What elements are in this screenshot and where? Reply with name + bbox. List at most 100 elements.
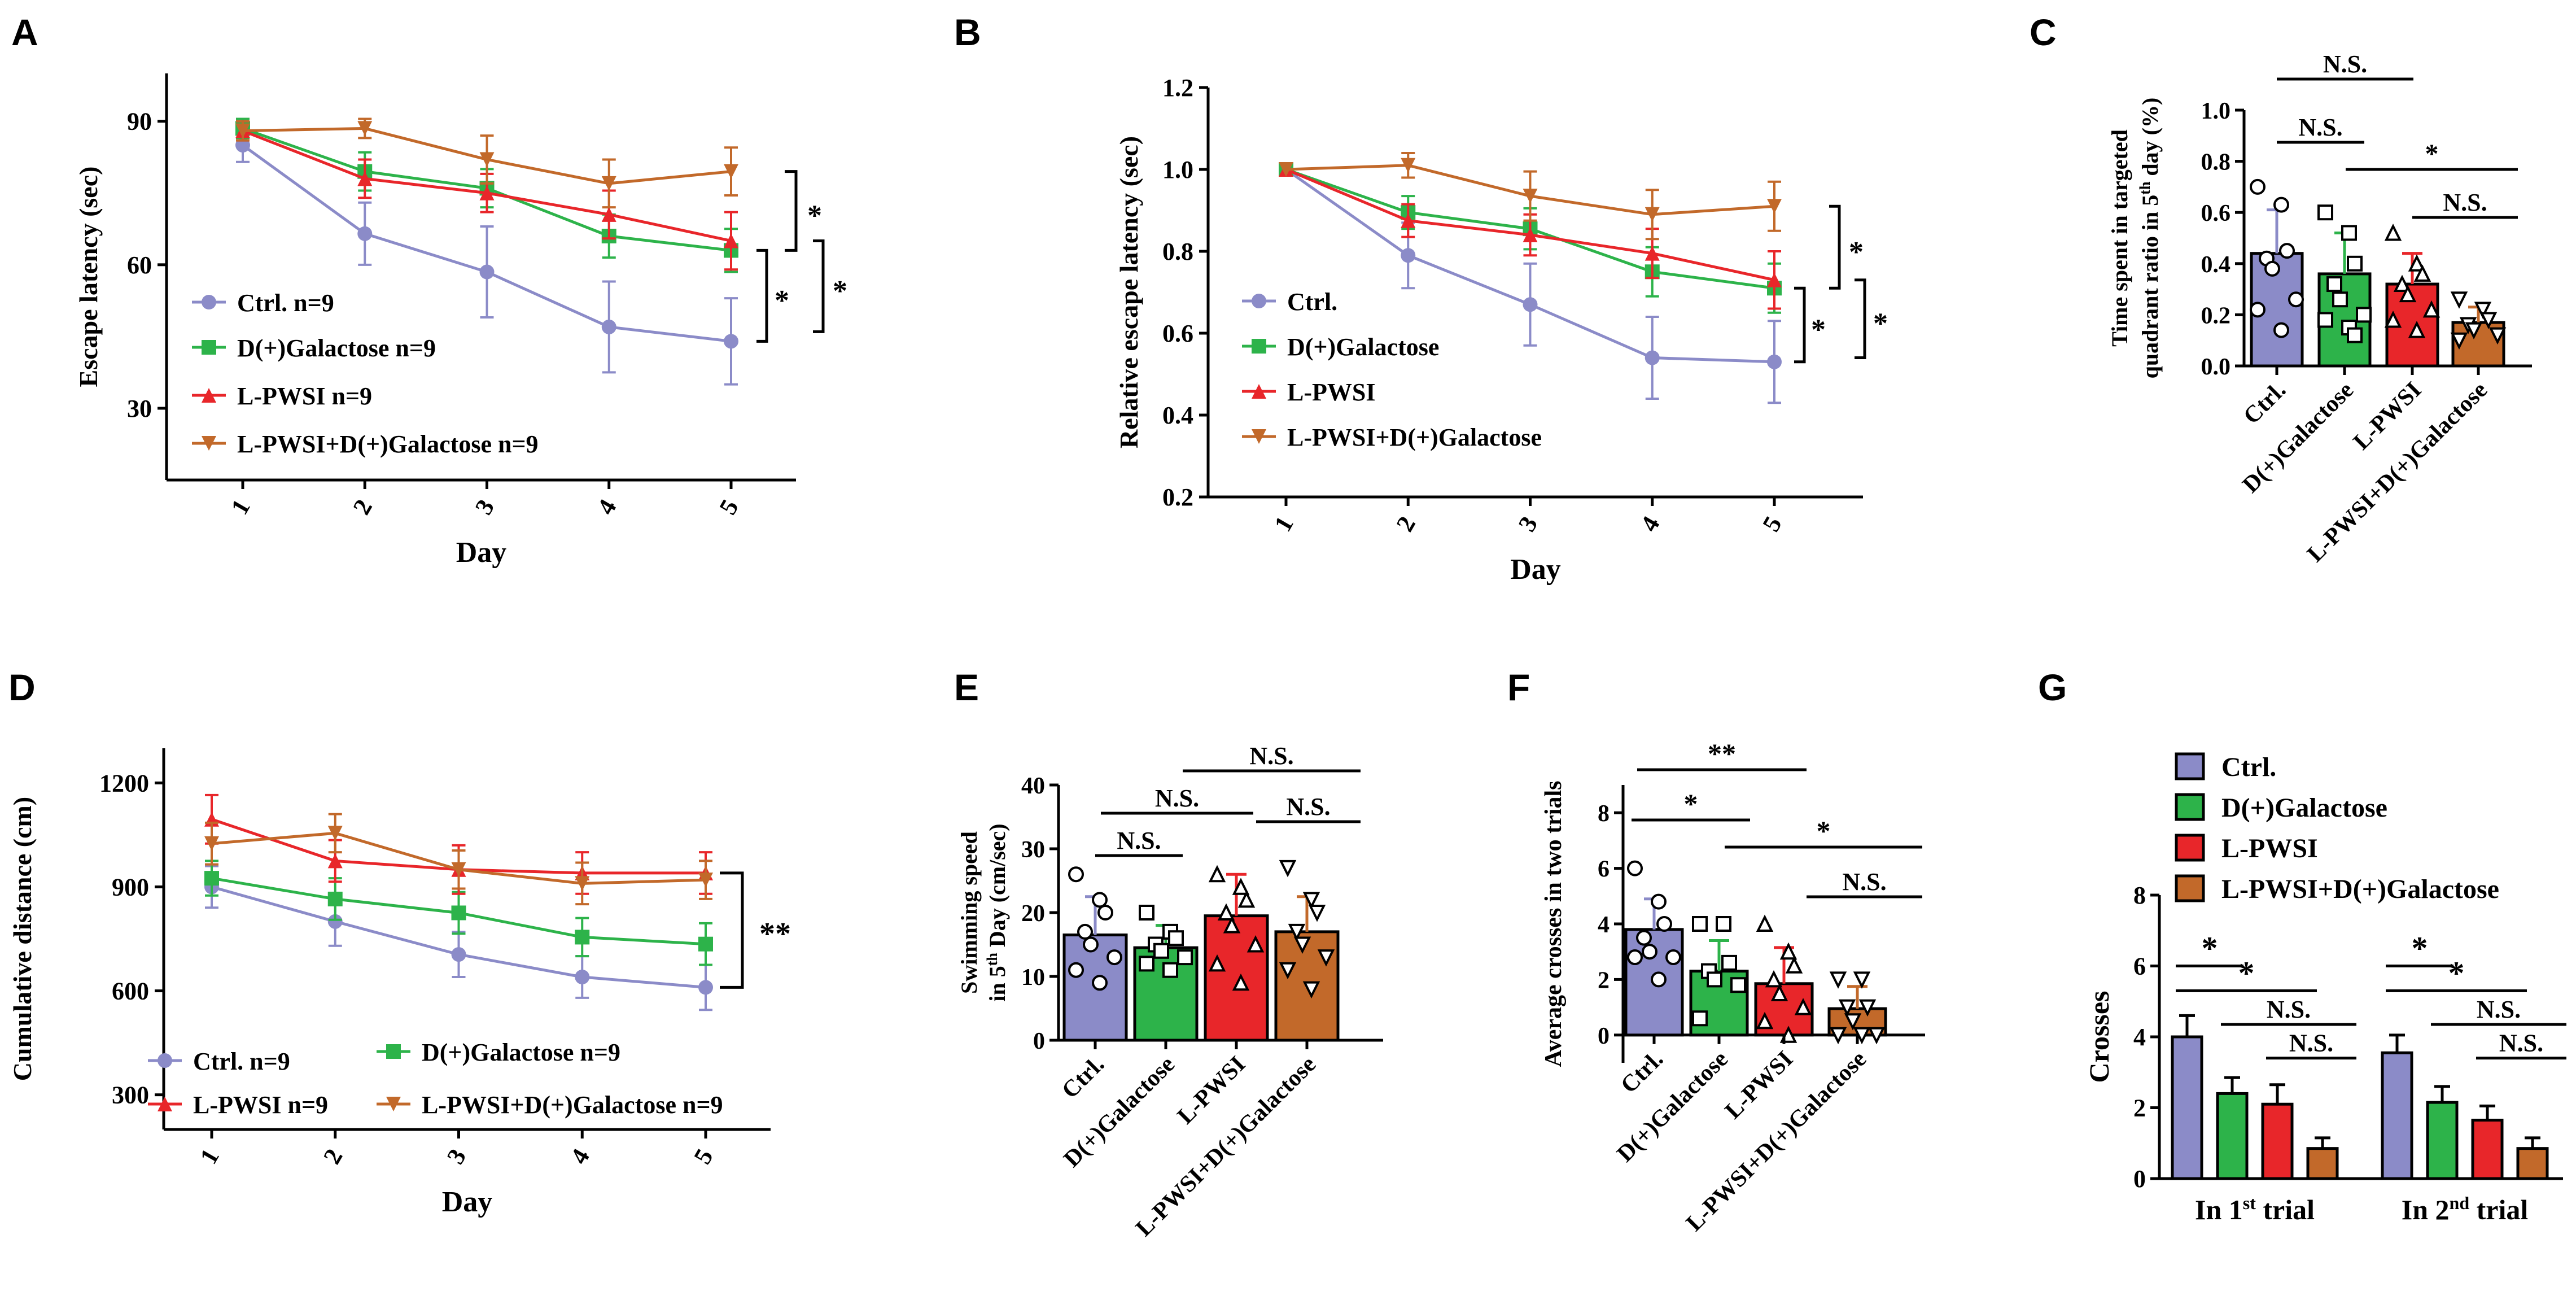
sig-lpwsi-combo-label: N.S. xyxy=(1286,793,1330,821)
y-tick-label: 0 xyxy=(1033,1028,1045,1054)
x-tick-label: 5 xyxy=(1757,512,1787,536)
y-axis-title: Average crosses in two trials xyxy=(1541,781,1567,1067)
data-point-combo xyxy=(601,176,616,191)
legend-label: D(+)Galactose n=9 xyxy=(237,334,436,362)
y-axis-title-line1: Time spent in targeted xyxy=(2107,129,2132,347)
sig-dgal-combo-label: N.S. xyxy=(1249,742,1293,770)
x-axis-title: Day xyxy=(442,1186,493,1218)
data-point-combo xyxy=(698,873,713,888)
bar-dgal xyxy=(2426,1101,2459,1180)
y-tick-label: 0.2 xyxy=(2201,303,2231,329)
legend-label: L-PWSI n=9 xyxy=(193,1091,328,1119)
y-tick-label: 8 xyxy=(2133,882,2146,909)
data-point xyxy=(1794,998,1812,1015)
data-point xyxy=(1692,916,1708,932)
data-point xyxy=(1223,916,1241,934)
bar-combo xyxy=(2516,1147,2549,1180)
data-point-combo xyxy=(1645,207,1660,222)
data-point xyxy=(2341,225,2357,241)
data-point-lpwsi xyxy=(1767,272,1782,287)
data-point xyxy=(1092,975,1108,991)
panel-label-c: C xyxy=(2030,11,2057,53)
data-point-lpwsi xyxy=(357,171,373,186)
y-axis-title: Relative escape latency (sec) xyxy=(1114,136,1143,448)
data-point-ctrl xyxy=(1645,350,1660,365)
data-point-combo xyxy=(724,164,738,179)
sig-dgal-combo-label: N.S. xyxy=(2477,996,2521,1023)
y-tick-label: 1.0 xyxy=(1162,156,1193,184)
sig-label: ** xyxy=(759,917,791,952)
data-point xyxy=(1765,970,1783,988)
data-point xyxy=(2479,312,2498,329)
data-point xyxy=(2408,254,2426,272)
y-tick-label: 0 xyxy=(1598,1023,1610,1049)
legend-marker xyxy=(202,340,216,355)
data-point-lpwsi xyxy=(1523,228,1538,242)
x-tick-label: Ctrl. xyxy=(1057,1052,1109,1104)
y-tick-label: 0 xyxy=(2133,1165,2146,1193)
data-point xyxy=(1083,936,1099,953)
y-tick-label: 0.0 xyxy=(2201,354,2231,380)
legend-label: L-PWSI xyxy=(2221,834,2318,863)
y-axis-title: Time spent in targeted quadrant ratio in … xyxy=(2107,98,2163,379)
data-point xyxy=(1162,962,1178,978)
y-tick-label: 6 xyxy=(1598,857,1610,883)
data-point xyxy=(2273,322,2289,338)
data-point xyxy=(2384,223,2402,241)
data-point xyxy=(2393,274,2411,293)
legend-swatch-ctrl xyxy=(2175,752,2205,780)
data-point xyxy=(2465,322,2483,340)
data-point xyxy=(1247,935,1265,953)
data-point xyxy=(2250,178,2266,195)
legend-swatch-dgal xyxy=(2175,793,2205,821)
y-tick-label: 900 xyxy=(112,873,149,901)
data-point xyxy=(2347,255,2363,272)
legend-label: Ctrl. xyxy=(2221,752,2276,782)
data-point-dgal xyxy=(451,905,466,921)
legend-marker xyxy=(202,388,216,403)
sig-label: * xyxy=(833,275,847,307)
data-point xyxy=(2264,260,2280,277)
bar-lpwsi xyxy=(1204,914,1269,1042)
data-point xyxy=(1237,890,1256,908)
data-point-dgal xyxy=(575,930,590,945)
sig-label: * xyxy=(1849,236,1864,268)
legend-marker xyxy=(1252,339,1266,354)
x-axis-title: Day xyxy=(456,536,507,569)
y-tick-label: 1.2 xyxy=(1162,74,1193,102)
data-point xyxy=(1651,893,1667,910)
data-point-combo xyxy=(204,836,219,851)
data-point xyxy=(1756,1011,1774,1030)
legend-label: Ctrl. xyxy=(1287,288,1337,316)
y-tick-label: 30 xyxy=(1021,837,1045,863)
sig-bracket xyxy=(756,248,768,343)
sig-lpwsi-combo-label: N.S. xyxy=(2443,189,2487,216)
data-point xyxy=(1829,971,1847,989)
sig-lpwsi-combo-label: N.S. xyxy=(2499,1030,2543,1057)
x-tick-label: 4 xyxy=(565,1144,595,1169)
sig-ctrl-lpwsi-label: * xyxy=(2448,954,2465,991)
data-point-lpwsi xyxy=(601,207,616,222)
data-point-combo xyxy=(451,862,466,877)
x-tick-label: 2 xyxy=(318,1144,348,1169)
bar-combo xyxy=(2306,1147,2339,1180)
y-axis-title: Escape latency (sec) xyxy=(74,167,103,387)
data-point xyxy=(2450,332,2468,350)
chart-c: 0.00.20.40.60.81.0Ctrl.D(+)GalactoseL-PW… xyxy=(2107,50,2532,567)
legend-label: L-PWSI+D(+)Galactose n=9 xyxy=(237,430,539,458)
x-tick-label: 5 xyxy=(688,1144,718,1169)
data-point xyxy=(1107,949,1122,966)
sig-bracket xyxy=(720,871,744,989)
data-point xyxy=(1636,930,1652,946)
x-tick-label: 2 xyxy=(348,495,378,520)
data-point-combo xyxy=(1523,189,1538,204)
sig-label: * xyxy=(775,285,789,317)
data-point xyxy=(1232,878,1250,895)
data-point-ctrl xyxy=(601,319,616,334)
sig-label: * xyxy=(807,200,822,232)
x-tick-label: 1 xyxy=(194,1144,224,1169)
y-axis-title: Swimming speed in 5th Day (cm/sec) xyxy=(956,823,1010,1001)
data-point-combo xyxy=(1767,199,1782,214)
data-point xyxy=(1642,944,1657,960)
legend-marker xyxy=(386,1097,401,1111)
